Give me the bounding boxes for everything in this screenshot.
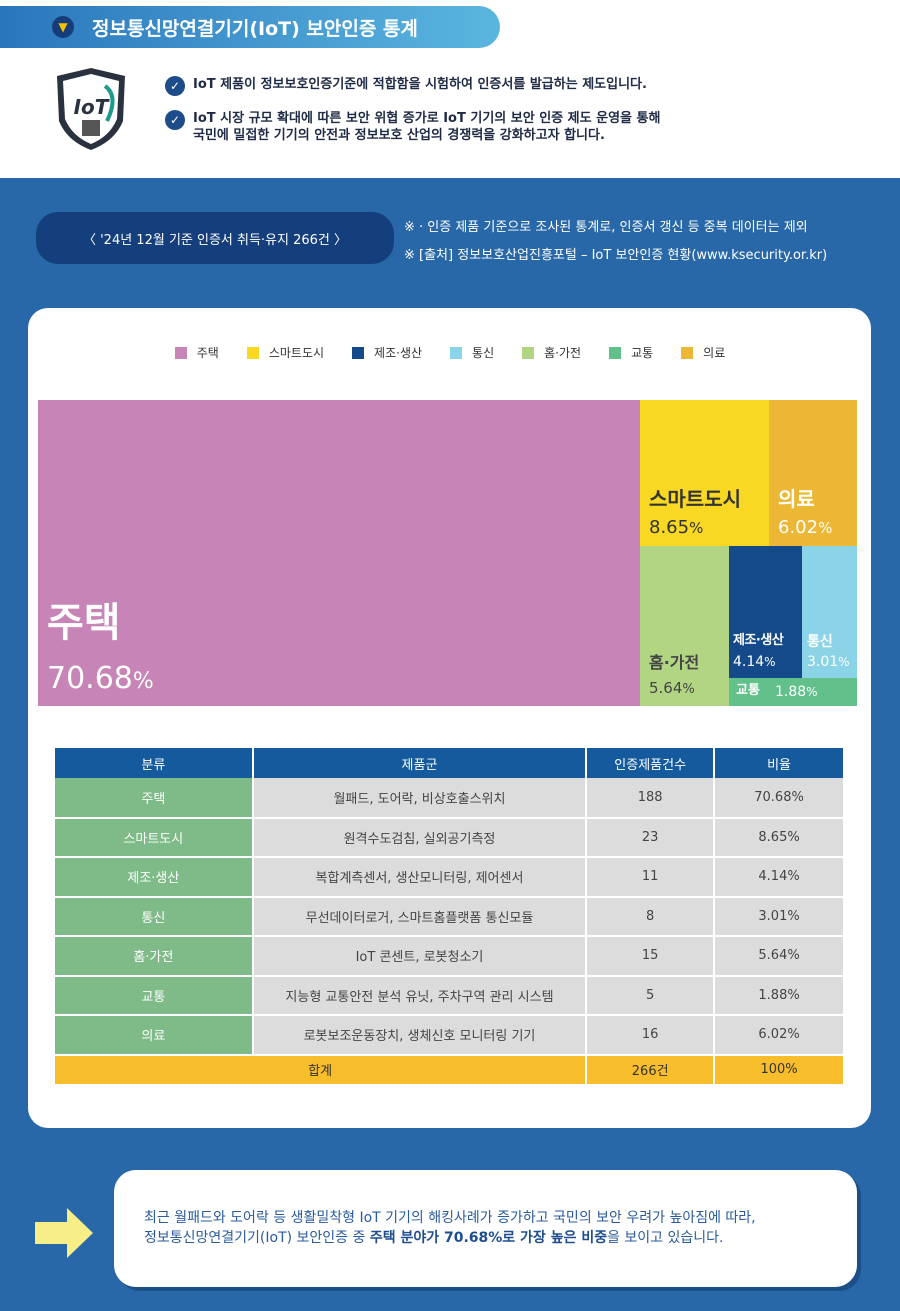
table-cell: 홈·가전 — [55, 936, 254, 977]
total-row: 합계 266건 100% — [55, 1054, 845, 1086]
legend-swatch — [352, 346, 365, 359]
title-banner: ▼ 정보통신망연결기기(IoT) 보안인증 통계 — [0, 6, 500, 48]
table-row: 통신 무선데이터로거, 스마트홈플랫폼 통신모듈 8 3.01% — [55, 896, 845, 937]
arrow-right-icon — [35, 1208, 93, 1258]
table-cell: 6.02% — [714, 1015, 845, 1056]
legend-item: 통신 — [450, 344, 494, 361]
check-icon: ✓ — [165, 76, 185, 96]
table-cell: 제조·생산 — [55, 857, 254, 898]
page-title: 정보통신망연결기기(IoT) 보안인증 통계 — [92, 17, 418, 40]
table-cell: 8 — [586, 896, 716, 937]
shield-badge-icon: ▼ — [52, 16, 74, 38]
treemap-tile: 통신 3.01% — [802, 546, 857, 678]
tile-label: 통신 — [807, 634, 833, 650]
table-cell: 3.01% — [714, 896, 845, 937]
legend-item: 주택 — [174, 344, 219, 361]
table-row: 스마트도시 원격수도검침, 실외공기측정 23 8.65% — [55, 817, 845, 858]
table-cell: 지능형 교통안전 분석 유닛, 주차구역 관리 시스템 — [252, 975, 588, 1016]
table-cell: 교통 — [55, 975, 254, 1016]
legend-item: 의료 — [681, 344, 725, 361]
table-cell: 266건 — [586, 1054, 716, 1086]
legend-swatch — [522, 346, 535, 359]
stats-table: 분류 제품군 인증제품건수 비율 주택 월패드, 도어락, 비상호출스위치 188 70.6… — [55, 748, 845, 1086]
table-cell: 5 — [586, 975, 716, 1016]
table-cell: 100% — [714, 1054, 845, 1086]
table-cell: 스마트도시 — [55, 817, 254, 858]
tile-percent: 6.02% — [778, 517, 833, 538]
svg-text:IoT: IoT — [74, 95, 110, 119]
treemap-tile: 홈·가전 5.64% — [640, 546, 729, 706]
table-cell: 무선데이터로거, 스마트홈플랫폼 통신모듈 — [252, 896, 588, 937]
table-cell: 70.68% — [714, 778, 845, 819]
table-row: 제조·생산 복합계측센서, 생산모니터링, 제어센서 11 4.14% — [55, 857, 845, 898]
check-icon: ✓ — [165, 110, 185, 130]
treemap-tile: 의료 6.02% — [769, 400, 857, 546]
tile-percent: 8.65% — [649, 517, 704, 538]
note: ※ [출처] 정보보호산업진흥포털 – IoT 보안인증 현황(www.ksec… — [404, 248, 828, 263]
legend-item: 홈·가전 — [522, 344, 581, 361]
intro-bullet: ✓ IoT 시장 규모 확대에 따른 보안 위협 증가로 IoT 기기의 보안 인… — [165, 110, 660, 144]
column-header: 제품군 — [252, 748, 588, 778]
tile-percent: 70.68% — [47, 661, 154, 696]
legend: 주택 스마트도시 제조·생산 통신 홈·가전 교통 의료 — [0, 344, 900, 361]
tile-label: 제조·생산 — [733, 633, 784, 648]
column-header: 인증제품건수 — [586, 748, 716, 778]
table-row: 홈·가전 IoT 콘센트, 로봇청소기 15 5.64% — [55, 936, 845, 977]
tile-percent: 3.01% — [807, 654, 850, 670]
tile-percent: 1.88% — [775, 684, 818, 700]
table-cell: 합계 — [55, 1054, 588, 1086]
tile-label: 교통 — [736, 683, 760, 698]
note: ※ · 인증 제품 기준으로 조사된 통계로, 인증서 갱신 등 중복 데이터는… — [404, 220, 808, 235]
table-cell: 23 — [586, 817, 716, 858]
legend-swatch — [174, 346, 187, 359]
legend-swatch — [450, 346, 463, 359]
table-cell: 11 — [586, 857, 716, 898]
table-cell: 4.14% — [714, 857, 845, 898]
table-cell: 주택 — [55, 778, 254, 819]
intro-bullet: ✓ IoT 제품이 정보보호인증기준에 적합함을 시험하여 인증서를 발급하는 제… — [165, 76, 647, 96]
table-cell: 통신 — [55, 896, 254, 937]
table-row: 의료 로봇보조운동장치, 생체신호 모니터링 기기 16 6.02% — [55, 1015, 845, 1056]
treemap-tile: 제조·생산 4.14% — [729, 546, 802, 678]
legend-item: 스마트도시 — [246, 344, 324, 361]
table-cell: 188 — [586, 778, 716, 819]
table-cell: 로봇보조운동장치, 생체신호 모니터링 기기 — [252, 1015, 588, 1056]
table-cell: 월패드, 도어락, 비상호출스위치 — [252, 778, 588, 819]
legend-item: 교통 — [609, 344, 653, 361]
table-cell: IoT 콘센트, 로봇청소기 — [252, 936, 588, 977]
treemap-tile: 교통 1.88% — [729, 678, 857, 706]
table-cell: 16 — [586, 1015, 716, 1056]
tile-label: 의료 — [778, 487, 815, 511]
summary-pill: 〈 '24년 12월 기준 인증서 취득·유지 266건 〉 — [36, 212, 394, 264]
column-header: 분류 — [55, 748, 254, 778]
table-cell: 5.64% — [714, 936, 845, 977]
table-cell: 의료 — [55, 1015, 254, 1056]
table-cell: 15 — [586, 936, 716, 977]
tile-label: 홈·가전 — [649, 653, 700, 672]
legend-item: 제조·생산 — [352, 344, 422, 361]
table-row: 교통 지능형 교통안전 분석 유닛, 주차구역 관리 시스템 5 1.88% — [55, 975, 845, 1016]
table-cell: 1.88% — [714, 975, 845, 1016]
tile-percent: 4.14% — [733, 654, 776, 670]
iot-certified-logo: IoT — [57, 68, 125, 150]
summary-box: 최근 월패드와 도어락 등 생활밀착형 IoT 기기의 해킹사례가 증가하고 국… — [114, 1170, 857, 1287]
table-cell: 복합계측센서, 생산모니터링, 제어센서 — [252, 857, 588, 898]
table-cell: 원격수도검침, 실외공기측정 — [252, 817, 588, 858]
treemap-tile: 스마트도시 8.65% — [640, 400, 769, 546]
treemap-tile: 주택 70.68% — [38, 400, 640, 706]
legend-swatch — [246, 346, 259, 359]
legend-swatch — [681, 346, 694, 359]
legend-swatch — [609, 346, 622, 359]
column-header: 비율 — [714, 748, 845, 778]
table-row: 주택 월패드, 도어락, 비상호출스위치 188 70.68% — [55, 778, 845, 819]
tile-label: 스마트도시 — [649, 487, 741, 511]
table-cell: 8.65% — [714, 817, 845, 858]
tile-percent: 5.64% — [649, 679, 695, 697]
tile-label: 주택 — [47, 600, 121, 646]
